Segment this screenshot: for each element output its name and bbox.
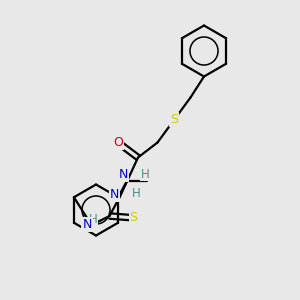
Text: S: S [130,211,137,224]
Text: O: O [114,136,123,149]
Text: N: N [110,188,119,201]
Text: H: H [141,167,150,181]
Text: H: H [132,187,141,200]
Text: H: H [88,213,98,226]
Text: S: S [170,113,178,127]
Text: N: N [119,168,128,181]
Text: N: N [82,218,92,232]
